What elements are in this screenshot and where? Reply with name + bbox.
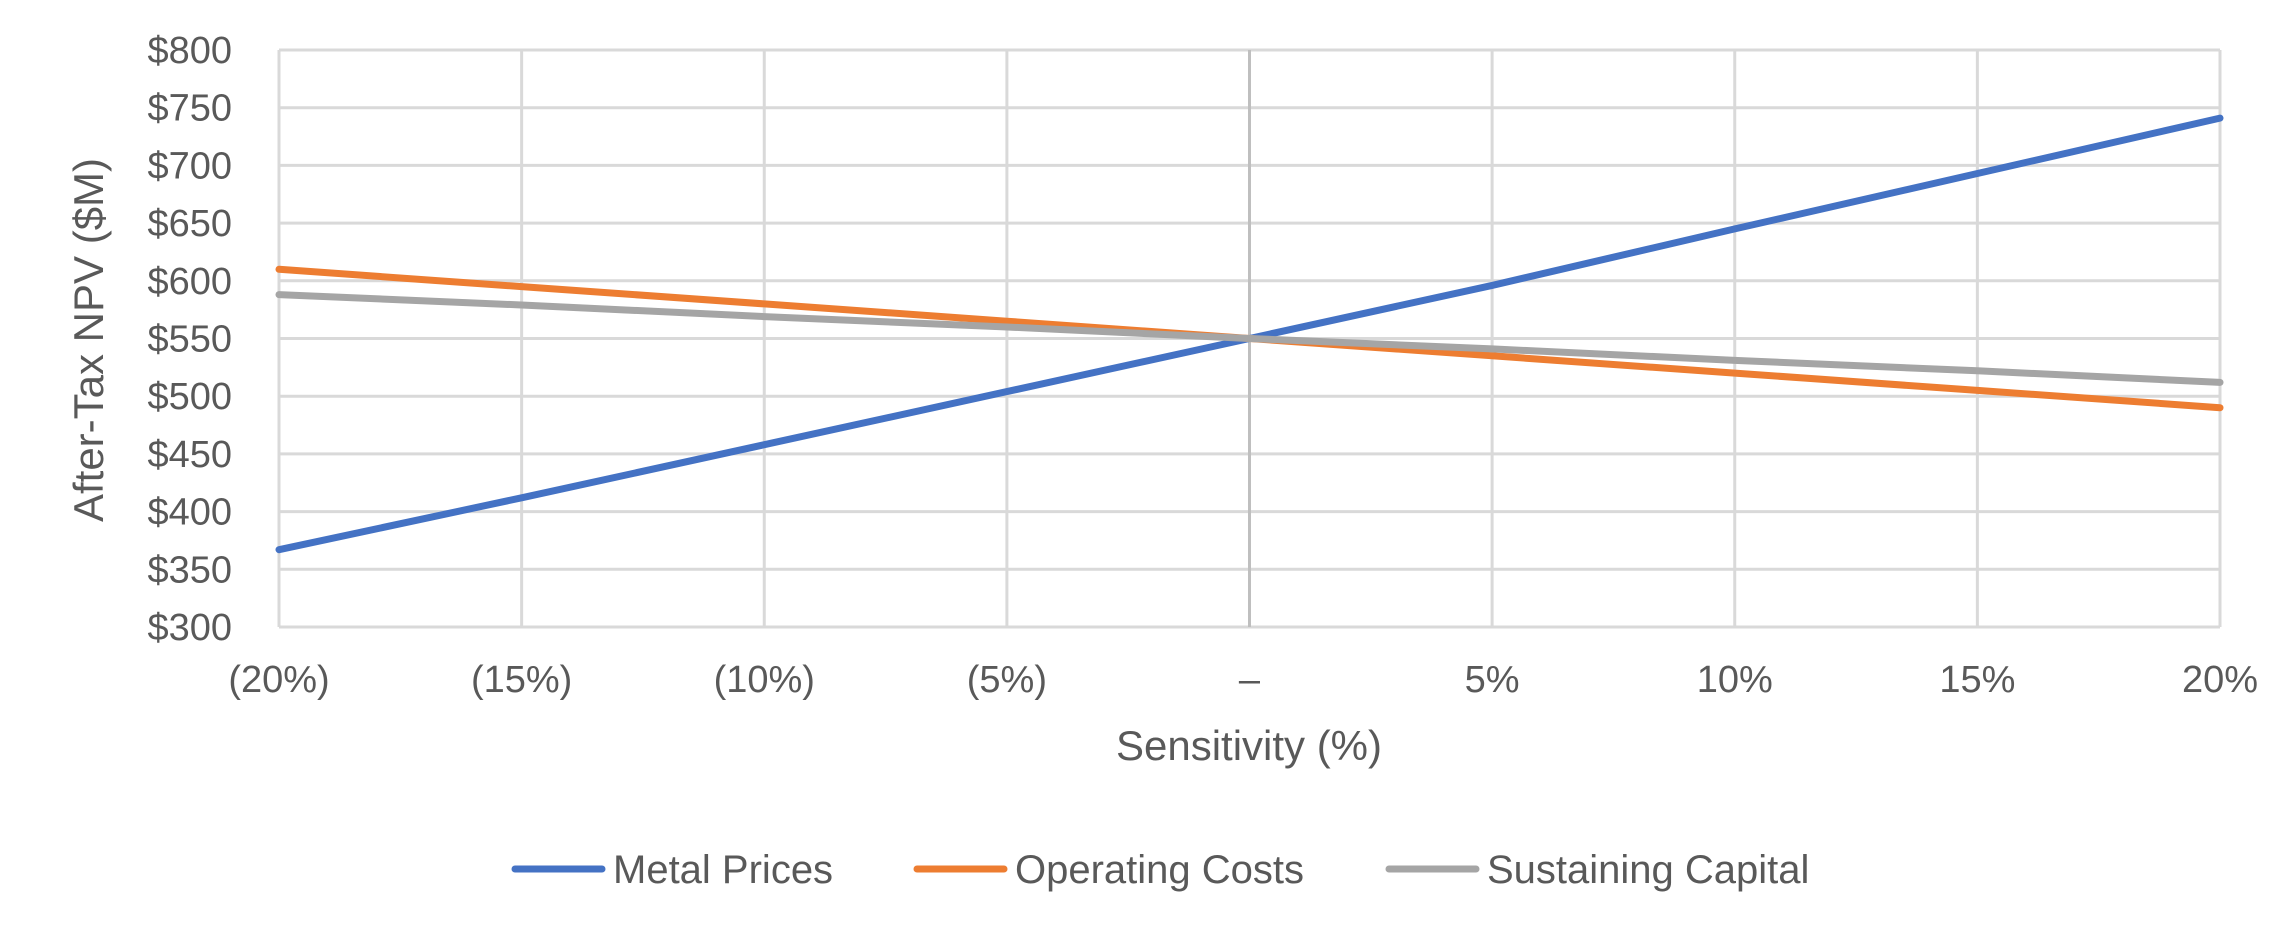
x-tick-label: (10%) [714, 659, 815, 701]
y-tick-label: $750 [147, 88, 232, 130]
legend-item-sustaining-capital: Sustaining Capital [1385, 848, 1809, 892]
y-tick-label: $350 [147, 549, 232, 591]
x-tick-label: (20%) [228, 659, 329, 701]
x-tick-label: (5%) [967, 659, 1047, 701]
y-tick-label: $700 [147, 145, 232, 187]
y-tick-label: $400 [147, 492, 232, 534]
y-axis-title: After-Tax NPV ($M) [65, 158, 112, 522]
legend-item-metal-prices: Metal Prices [511, 848, 833, 892]
y-tick-label: $550 [147, 319, 232, 361]
y-tick-label: $500 [147, 376, 232, 418]
legend-label: Sustaining Capital [1487, 848, 1809, 892]
y-tick-label: $600 [147, 261, 232, 303]
x-axis-ticks: (20%) (15%) (10%) (5%) – 5% 10% 15% 20% [228, 659, 2258, 701]
y-tick-label: $650 [147, 203, 232, 245]
y-tick-label: $800 [147, 30, 232, 72]
y-tick-label: $450 [147, 434, 232, 476]
legend-item-operating-costs: Operating Costs [913, 848, 1304, 892]
x-tick-label: 15% [1939, 659, 2015, 701]
x-tick-label: 5% [1465, 659, 1520, 701]
x-axis-title: Sensitivity (%) [1116, 722, 1382, 769]
series-lines [275, 114, 2224, 554]
x-tick-label: 10% [1697, 659, 1773, 701]
legend: Metal Prices Operating Costs Sustaining Ca… [511, 848, 1809, 892]
x-tick-label: (15%) [471, 659, 572, 701]
series-line-sustaining-capital [275, 291, 2224, 386]
x-tick-label: – [1239, 659, 1261, 701]
legend-label: Operating Costs [1015, 848, 1304, 892]
y-axis-ticks: $300 $350 $400 $450 $500 $550 $600 $650 $700 $750… [147, 30, 232, 649]
x-tick-label: 20% [2182, 659, 2258, 701]
legend-label: Metal Prices [613, 848, 833, 892]
y-tick-label: $300 [147, 607, 232, 649]
